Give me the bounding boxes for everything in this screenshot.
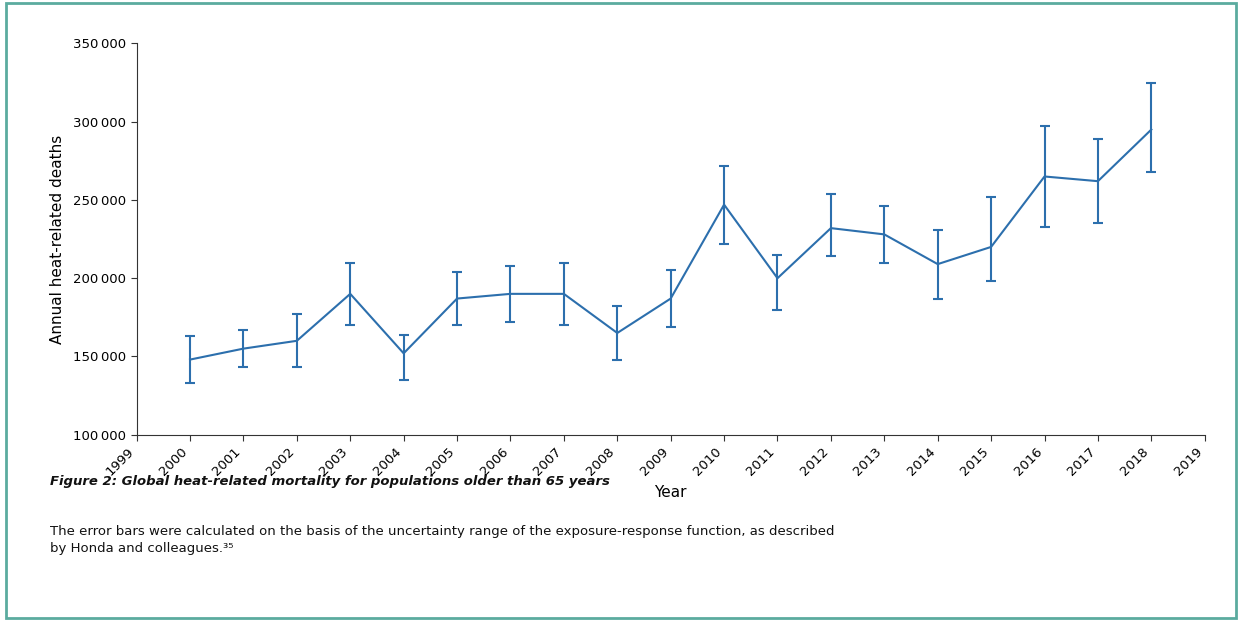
Text: Figure 2: Global heat-related mortality for populations older than 65 years: Figure 2: Global heat-related mortality … [50,475,610,488]
Y-axis label: Annual heat-related deaths: Annual heat-related deaths [50,135,65,343]
X-axis label: Year: Year [655,485,687,500]
Text: The error bars were calculated on the basis of the uncertainty range of the expo: The error bars were calculated on the ba… [50,525,835,555]
